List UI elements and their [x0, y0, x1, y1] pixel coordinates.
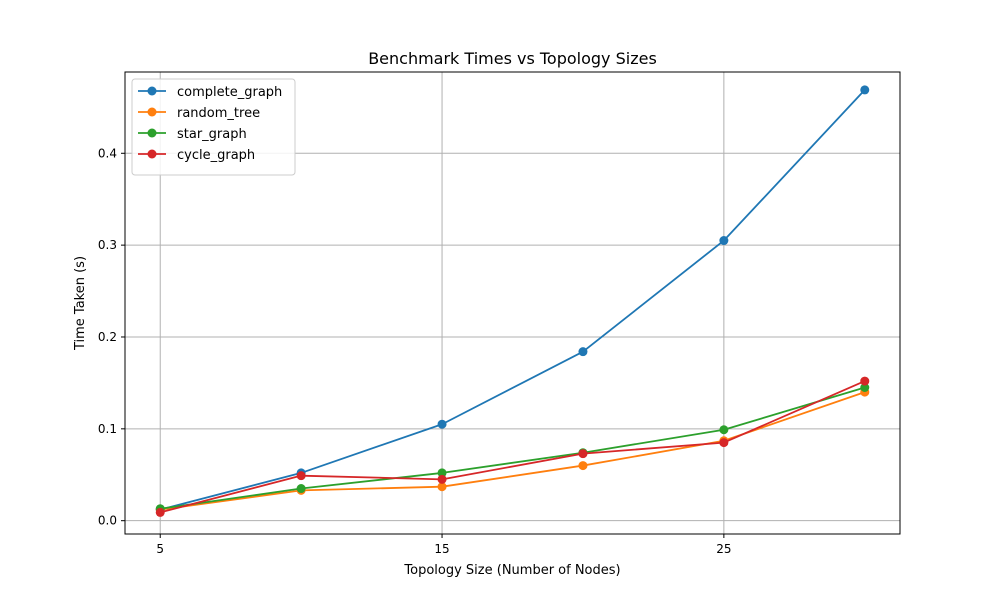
data-point-cycle_graph [155, 507, 165, 517]
y-tick-label: 0.0 [98, 514, 117, 528]
data-point-cycle_graph [719, 438, 729, 448]
data-point-cycle_graph [437, 474, 447, 484]
legend: complete_graph random_tree star_graphcycle… [131, 78, 296, 176]
data-point-complete_graph [578, 347, 588, 357]
x-tick-label: 25 [716, 542, 731, 556]
data-point-cycle_graph [578, 449, 588, 459]
series-line-complete_graph [160, 89, 866, 511]
legend-swatch-marker [147, 86, 157, 96]
data-point-star_graph [437, 468, 447, 478]
legend-label: star_graph [177, 127, 247, 142]
data-point-cycle_graph [296, 471, 306, 481]
series-line-cycle_graph [160, 380, 866, 514]
data-point-random_tree [578, 461, 588, 471]
legend-label: random_tree [177, 106, 260, 121]
x-axis-label: Topology Size (Number of Nodes) [403, 563, 620, 578]
data-point-random_tree [437, 482, 447, 492]
y-tick-label: 0.4 [98, 146, 117, 160]
data-point-star_graph [296, 484, 306, 494]
x-tick-label: 15 [434, 542, 449, 556]
data-point-star_graph [719, 425, 729, 435]
legend-label: cycle_graph [177, 148, 255, 163]
legend-label: complete_graph [177, 85, 282, 100]
y-tick-label: 0.2 [98, 330, 117, 344]
data-point-complete_graph [437, 419, 447, 429]
legend-swatch-marker [147, 128, 157, 138]
x-tick-label: 5 [156, 542, 164, 556]
axis-ticks: 5 15 25 0.0 0.1 0.2 0.3 0.4 [98, 146, 732, 556]
y-axis-label: Time Taken (s) [73, 256, 88, 351]
data-point-cycle_graph [860, 376, 870, 386]
legend-swatch-marker [147, 149, 157, 159]
legend-swatch-marker [147, 107, 157, 117]
series-layer [155, 85, 870, 517]
data-point-complete_graph [719, 236, 729, 246]
legend-box [131, 78, 296, 176]
data-point-star_graph [860, 383, 870, 393]
chart-title: Benchmark Times vs Topology Sizes [368, 49, 657, 68]
y-tick-label: 0.1 [98, 422, 117, 436]
plot-frame [124, 71, 901, 535]
y-tick-label: 0.3 [98, 238, 117, 252]
data-point-complete_graph [860, 85, 870, 95]
series-line-star_graph [160, 386, 866, 510]
